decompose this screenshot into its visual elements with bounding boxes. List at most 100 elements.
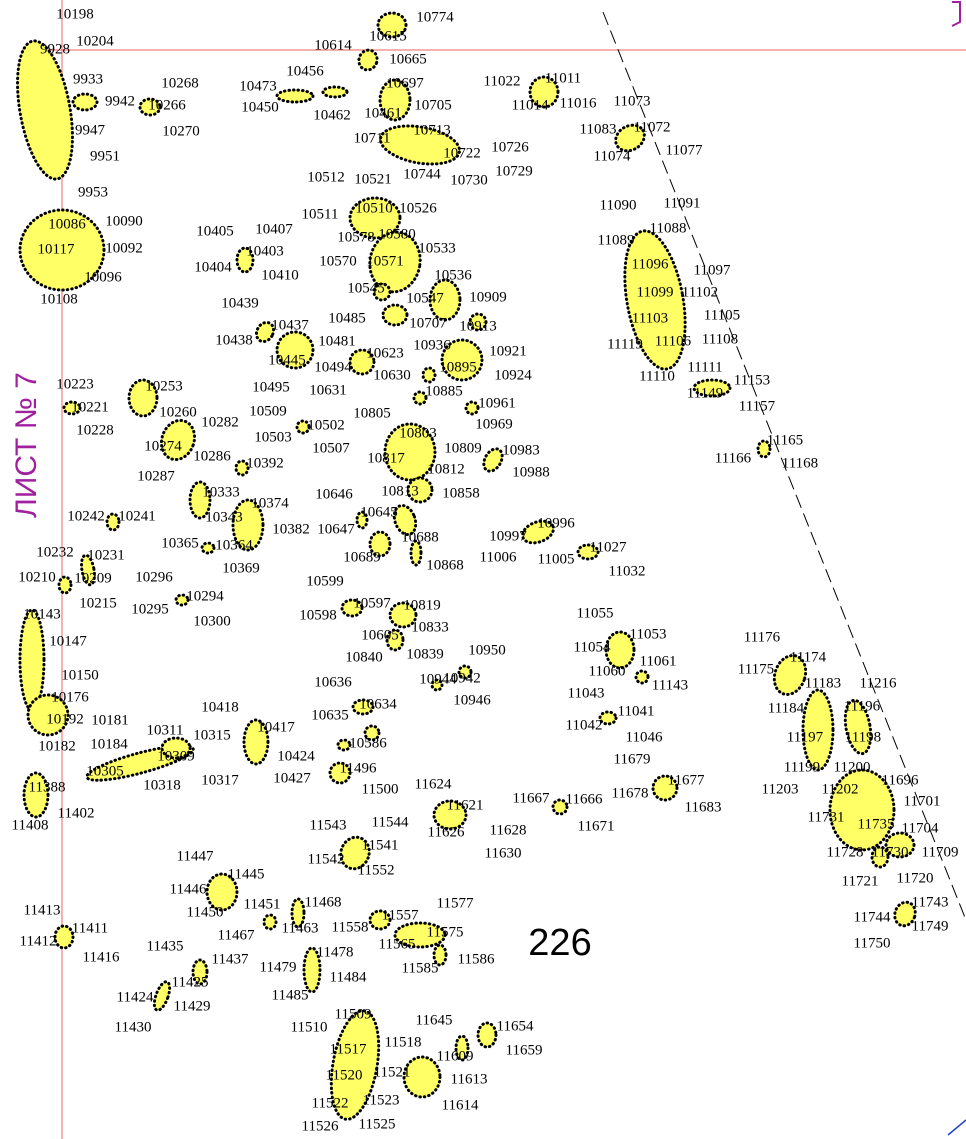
plot-label: 11074	[594, 148, 631, 164]
plot	[372, 282, 392, 302]
plot-label: 10424	[277, 748, 315, 764]
plot	[57, 575, 73, 595]
plot	[756, 439, 772, 459]
plot	[329, 1009, 381, 1121]
plot-label: 10181	[91, 712, 129, 728]
plot-label: 10665	[389, 51, 427, 67]
plot-label: 11408	[12, 817, 49, 833]
plot-label: 11696	[882, 772, 919, 788]
plot-label: 9928	[40, 41, 70, 57]
plot-label: 10605	[361, 627, 399, 643]
plot-label: 11709	[922, 844, 959, 860]
plot-label: 10507	[312, 440, 350, 456]
plot-label: 10147	[49, 633, 87, 649]
plot-label: 11478	[317, 944, 354, 960]
plot-label: 11750	[854, 935, 891, 951]
plot-label: 10485	[328, 310, 366, 326]
plot	[127, 378, 159, 418]
plot-label: 11061	[640, 653, 677, 669]
plot-label: 11542	[308, 851, 345, 867]
plot-label: 11046	[626, 729, 663, 745]
plot-label: 10833	[411, 619, 449, 635]
plot	[62, 400, 82, 416]
plot-label: 10950	[468, 642, 506, 658]
plot-label: 11157	[739, 398, 776, 414]
plot-label: 11557	[382, 907, 419, 923]
plot-label: 11645	[416, 1012, 453, 1028]
plot-label: 11105	[704, 307, 740, 323]
plot-label: 10536	[434, 267, 472, 283]
plot	[235, 246, 255, 274]
plot-label: 11450	[187, 904, 224, 920]
plot	[576, 543, 600, 561]
plot-label: 10547	[406, 290, 444, 306]
plot-label: 10287	[137, 468, 175, 484]
plot-label: 11683	[685, 799, 722, 815]
plot-label: 11468	[305, 894, 342, 910]
plot-label: 10511	[302, 206, 339, 222]
plot-label: 11575	[427, 924, 464, 940]
plot	[174, 593, 190, 607]
plot-label: 11216	[860, 675, 897, 691]
plot-label: 10942	[443, 670, 481, 686]
plot-label: 10707	[409, 315, 447, 331]
plot-label: 10521	[354, 171, 392, 187]
plot	[614, 123, 646, 153]
plot	[430, 678, 444, 692]
plot-label: 10580	[378, 226, 416, 242]
plot-label: 10317	[201, 772, 239, 788]
plot	[378, 78, 412, 122]
plot-label: 10242	[67, 508, 105, 524]
plot	[843, 698, 873, 756]
plot	[71, 92, 99, 112]
plot-label: 11678	[612, 785, 649, 801]
plot-label: 11749	[912, 918, 949, 934]
plot	[242, 718, 270, 766]
plot	[188, 480, 212, 520]
plot-label: 11526	[302, 1118, 339, 1134]
plot-label: 10404	[194, 259, 232, 275]
plot-label: 11022	[484, 73, 521, 89]
plot-label: 11143	[652, 677, 688, 693]
plot-label: 10294	[186, 588, 224, 604]
plot-label: 10885	[425, 383, 463, 399]
plot-label: 10774	[416, 9, 454, 25]
plot-label: 10969	[475, 416, 513, 432]
plot-label: 11484	[330, 969, 367, 985]
plot-label: 11412	[20, 933, 57, 949]
plot	[321, 85, 349, 99]
plot-label: 11613	[451, 1071, 488, 1087]
plot	[828, 768, 896, 852]
plot-label: 11110	[639, 368, 675, 384]
plot	[385, 628, 405, 652]
plot	[191, 958, 209, 986]
plot-label: 11032	[609, 563, 646, 579]
plot-label: 10286	[193, 448, 231, 464]
plot-label: 11565	[379, 936, 416, 952]
boundary-line	[602, 11, 966, 921]
plot-label: 10198	[56, 6, 94, 22]
plot-label: 10705	[414, 97, 452, 113]
plot	[290, 897, 306, 929]
plot-label: 10819	[403, 597, 441, 613]
plot-label: 10374	[251, 495, 289, 511]
plot-label: 10270	[162, 123, 200, 139]
plot-label: 11430	[115, 1019, 152, 1035]
plot-label: 10646	[315, 486, 353, 502]
plot-label: 11102	[682, 284, 718, 300]
plot-label: 10713	[413, 122, 451, 138]
plot-label: 10647	[317, 521, 355, 537]
plot-label: 11586	[458, 951, 495, 967]
plot-label: 11041	[618, 703, 655, 719]
plot-label: 10988	[512, 464, 550, 480]
plot	[893, 900, 917, 928]
plot-label: 11111	[687, 359, 722, 375]
plot-label: 10456	[286, 63, 324, 79]
plot	[406, 476, 434, 504]
plot	[651, 774, 679, 802]
plot-label: 10840	[345, 649, 383, 665]
plot-label: 11411	[72, 920, 108, 936]
plot-label: 10722	[443, 145, 481, 161]
plot-label: 11165	[767, 432, 803, 448]
plot	[80, 553, 96, 587]
